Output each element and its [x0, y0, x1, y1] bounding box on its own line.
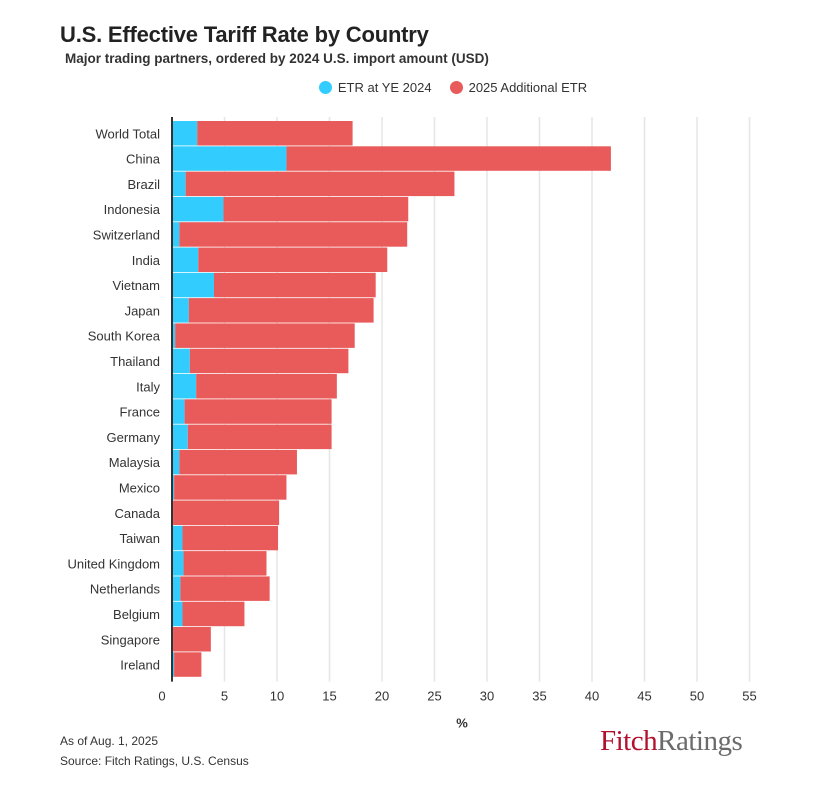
- x-tick-label: 0: [158, 689, 165, 704]
- category-label: Mexico: [119, 480, 160, 495]
- bar-2025-additional: [179, 449, 297, 475]
- category-label: Netherlands: [90, 582, 161, 597]
- bar-etr-2024: [172, 399, 185, 424]
- category-label: Singapore: [101, 632, 160, 647]
- bar-etr-2024: [172, 121, 198, 146]
- category-label: Malaysia: [109, 455, 161, 470]
- category-label: Vietnam: [113, 278, 160, 293]
- category-label: Thailand: [110, 354, 160, 369]
- bar-2025-additional: [286, 146, 611, 171]
- source-note: Source: Fitch Ratings, U.S. Census: [60, 754, 249, 768]
- bar-2025-additional: [184, 399, 332, 424]
- category-label: Brazil: [127, 177, 160, 192]
- legend-label-2025-additional: 2025 Additional ETR: [468, 80, 588, 95]
- category-label: Germany: [107, 430, 161, 445]
- category-label: Italy: [136, 379, 160, 394]
- bar-etr-2024: [172, 449, 180, 475]
- chart-title: U.S. Effective Tariff Rate by Country: [60, 22, 429, 47]
- bar-2025-additional: [187, 424, 332, 450]
- bar-etr-2024: [172, 374, 197, 399]
- bar-2025-additional: [175, 323, 355, 348]
- bar-etr-2024: [172, 323, 176, 348]
- bar-etr-2024: [172, 298, 189, 323]
- bar-etr-2024: [172, 247, 199, 272]
- legend-swatch-etr-2024: [318, 81, 332, 94]
- bar-2025-additional: [174, 652, 202, 677]
- bar-etr-2024: [172, 222, 180, 247]
- category-label: United Kingdom: [68, 556, 161, 571]
- category-label: Belgium: [113, 607, 160, 622]
- bar-etr-2024: [172, 272, 214, 298]
- x-tick-label: 10: [270, 689, 284, 704]
- bar-etr-2024: [172, 652, 175, 677]
- bar-etr-2024: [172, 348, 190, 374]
- legend-swatch-2025-additional: [449, 81, 463, 94]
- bar-2025-additional: [214, 272, 376, 298]
- x-tick-label: 15: [322, 689, 336, 704]
- bar-etr-2024: [172, 171, 186, 197]
- category-label: China: [126, 152, 161, 167]
- bar-2025-additional: [182, 601, 245, 627]
- x-axis-label: %: [456, 716, 468, 730]
- category-label: Ireland: [120, 658, 160, 673]
- x-tick-label: 25: [427, 689, 441, 704]
- bar-2025-additional: [180, 576, 270, 601]
- bar-2025-additional: [185, 171, 455, 197]
- legend-label-etr-2024: ETR at YE 2024: [337, 80, 432, 95]
- category-label: Taiwan: [120, 531, 160, 546]
- category-label: Switzerland: [93, 227, 160, 242]
- bar-2025-additional: [183, 551, 267, 576]
- legend: ETR at YE 2024 2025 Additional ETR: [0, 80, 826, 95]
- bar-etr-2024: [172, 146, 287, 171]
- bar-etr-2024: [172, 601, 183, 627]
- x-tick-label: 30: [480, 689, 494, 704]
- category-label: France: [120, 405, 160, 420]
- bar-2025-additional: [189, 348, 349, 374]
- as-of-note: As of Aug. 1, 2025: [60, 734, 159, 748]
- bar-etr-2024: [172, 576, 181, 601]
- legend-item-etr-2024: ETR at YE 2024: [239, 80, 432, 95]
- category-label: South Korea: [88, 329, 161, 344]
- legend-item-2025-additional: 2025 Additional ETR: [449, 80, 588, 95]
- bar-2025-additional: [174, 475, 287, 500]
- x-tick-label: 20: [375, 689, 389, 704]
- bar-2025-additional: [223, 196, 409, 222]
- category-label: India: [132, 253, 161, 268]
- category-label: Japan: [125, 303, 160, 318]
- category-label: Indonesia: [104, 202, 161, 217]
- x-tick-label: 45: [637, 689, 651, 704]
- category-label: World Total: [95, 126, 160, 141]
- x-tick-label: 55: [742, 689, 756, 704]
- x-tick-label: 35: [532, 689, 546, 704]
- bar-chart: World Total China Brazil Indonesia Switzerla…: [68, 117, 757, 730]
- category-label: Canada: [114, 506, 160, 521]
- bar-etr-2024: [172, 525, 183, 551]
- bar-etr-2024: [172, 424, 188, 450]
- bar-etr-2024: [172, 196, 224, 222]
- bar-2025-additional: [198, 247, 388, 272]
- bar-etr-2024: [172, 475, 175, 500]
- fitch-ratings-logo: FitchRatings: [600, 725, 743, 757]
- bar-2025-additional: [173, 500, 280, 525]
- bar-2025-additional: [196, 374, 337, 399]
- chart-subtitle: Major trading partners, ordered by 2024 …: [65, 51, 489, 66]
- x-tick-label: 40: [585, 689, 599, 704]
- bar-2025-additional: [188, 298, 374, 323]
- x-tick-label: 50: [690, 689, 704, 704]
- bar-etr-2024: [172, 551, 184, 576]
- bar-2025-additional: [179, 222, 408, 247]
- bar-2025-additional: [182, 525, 279, 551]
- x-tick-label: 5: [221, 689, 228, 704]
- bar-2025-additional: [197, 121, 353, 146]
- bar-2025-additional: [173, 627, 211, 652]
